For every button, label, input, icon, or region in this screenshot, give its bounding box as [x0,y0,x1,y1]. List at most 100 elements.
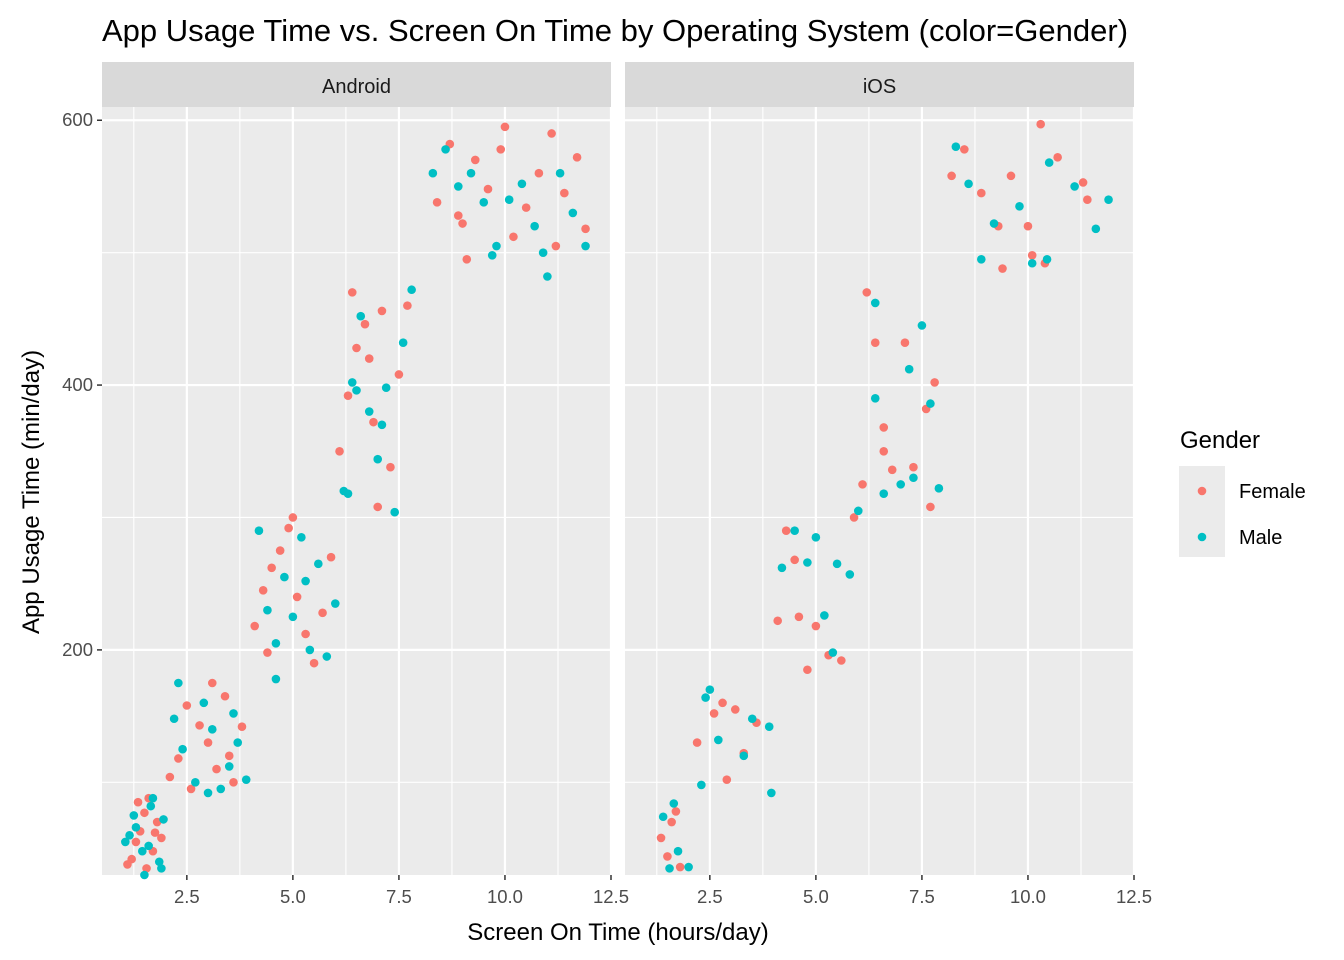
data-point [977,254,986,264]
data-point [454,211,463,220]
data-point [398,338,408,348]
data-point [144,841,153,851]
data-point [129,811,139,820]
data-point [1091,224,1101,234]
data-point [288,513,298,522]
data-point [318,608,327,618]
y-tick-label: 200 [62,639,93,660]
y-tick-label: 600 [62,109,93,130]
data-point [479,198,489,207]
data-point [1053,153,1062,162]
data-point [182,701,192,710]
data-point [267,563,276,573]
data-point [701,693,710,702]
data-point [551,241,561,251]
data-point [845,570,855,579]
x-tick-label: 7.5 [909,886,935,907]
data-point [832,559,842,569]
data-point [811,621,821,631]
data-point [483,184,493,194]
data-point [373,502,383,512]
data-point [739,751,749,761]
data-point [258,586,268,595]
data-point [1027,258,1037,268]
data-point [203,788,213,798]
data-point [747,714,757,724]
data-point [207,725,217,734]
data-point [960,145,969,154]
data-point [977,188,986,198]
data-point [862,288,872,297]
data-point [1042,254,1052,264]
data-point [530,221,539,231]
data-point [131,823,141,832]
facet-strip [625,62,1134,107]
data-point [853,506,863,516]
data-point [377,420,387,430]
data-point [140,870,149,880]
data-point [790,555,799,565]
data-point [146,801,156,811]
legend-title: Gender [1180,427,1260,454]
data-point [964,179,973,189]
data-point [165,772,175,782]
data-point [568,208,578,218]
data-point [926,502,935,512]
series-male [121,145,590,880]
data-point [1015,202,1024,211]
facet-strip [102,62,611,107]
data-point [131,837,141,847]
data-point [220,691,230,701]
data-point [224,751,234,761]
data-point [926,399,935,408]
data-point [207,678,217,688]
data-point [441,145,450,154]
data-point [364,407,374,416]
data-point [271,674,281,684]
data-point [233,738,243,747]
data-point [428,168,438,178]
data-point [572,153,582,162]
data-point [347,378,357,387]
data-point [560,188,569,198]
data-point [157,833,166,843]
data-point [989,219,999,228]
data-point [369,417,378,427]
data-point [178,744,187,754]
data-point [216,784,226,794]
data-point [360,319,370,329]
x-axis-title: Screen On Time (hours/day) [467,919,768,946]
data-point [1023,221,1033,231]
data-point [154,857,164,867]
data-point [930,378,939,387]
legend-key-background [1179,466,1225,557]
x-tick-label: 10.0 [487,886,523,907]
data-point [947,171,956,181]
data-point [581,241,590,251]
legend-label-male: Male [1239,527,1282,549]
data-point [343,391,353,400]
data-point [432,198,442,207]
data-point [263,605,272,615]
legend: Gender Female Male [1179,427,1306,557]
data-point [470,155,480,165]
facet-strip-label: iOS [863,76,896,98]
data-point [722,775,732,784]
data-point [148,793,158,803]
data-point [718,698,727,708]
data-point [466,168,476,178]
data-point [697,780,706,790]
legend-label-female: Female [1239,481,1306,503]
data-point [656,833,666,843]
data-point [909,462,918,472]
data-point [229,778,238,787]
data-point [407,285,416,295]
data-point [904,364,914,374]
facet-panels: Android 2.5 5.0 7.5 10.0 12.5 200 400 600 iOS 2.5 5… [62,62,1152,907]
data-point [828,648,838,657]
data-point [314,559,323,569]
data-point [803,558,812,567]
data-point [517,179,527,189]
data-point [271,638,281,648]
data-point [373,454,383,464]
